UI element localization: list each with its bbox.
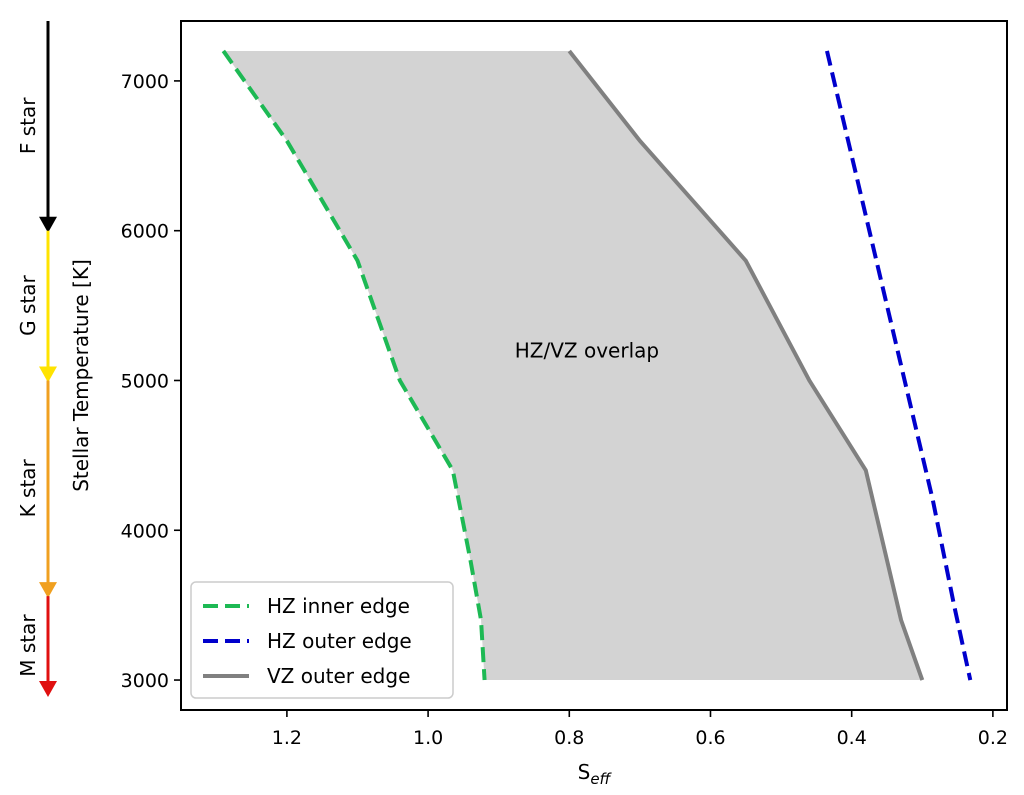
x-tick-label: 1.0 [413, 727, 443, 749]
y-tick-label: 6000 [121, 221, 169, 243]
y-axis-label: Stellar Temperature [K] [69, 259, 93, 492]
spectral-label-3: M star [16, 614, 40, 677]
y-tick-label: 7000 [121, 71, 169, 93]
y-tick-label: 4000 [121, 520, 169, 542]
series-line-1 [825, 50, 973, 681]
spectral-arrowhead-3 [39, 681, 57, 698]
x-tick-label: 0.6 [695, 727, 725, 749]
plot-frame [180, 20, 1008, 711]
series-line-2 [567, 49, 925, 681]
spectral-label-1: G star [16, 275, 40, 336]
x-axis-label-sub: eff [590, 770, 612, 788]
spectral-arrowhead-0 [39, 216, 57, 233]
x-tick-label: 1.2 [272, 727, 302, 749]
y-tick-label: 5000 [121, 370, 169, 392]
spectral-arrowhead-2 [39, 582, 57, 599]
overlap-label: HZ/VZ overlap [515, 339, 659, 363]
x-axis-label-main: S [578, 760, 591, 784]
legend-label-1: HZ outer edge [267, 629, 412, 653]
x-tick-label: 0.8 [554, 727, 584, 749]
spectral-label-0: F star [16, 97, 40, 154]
legend-box [190, 581, 454, 699]
spectral-label-2: K star [16, 458, 40, 517]
x-tick-label: 0.2 [978, 727, 1008, 749]
legend-label-0: HZ inner edge [267, 594, 410, 618]
spectral-arrowhead-1 [39, 366, 57, 383]
x-tick-label: 0.4 [837, 727, 867, 749]
legend-label-2: VZ outer edge [267, 664, 410, 688]
overlap-region [223, 50, 923, 681]
y-tick-label: 3000 [121, 670, 169, 692]
x-axis-label: Seff [578, 760, 613, 788]
series-line-0 [221, 49, 487, 681]
